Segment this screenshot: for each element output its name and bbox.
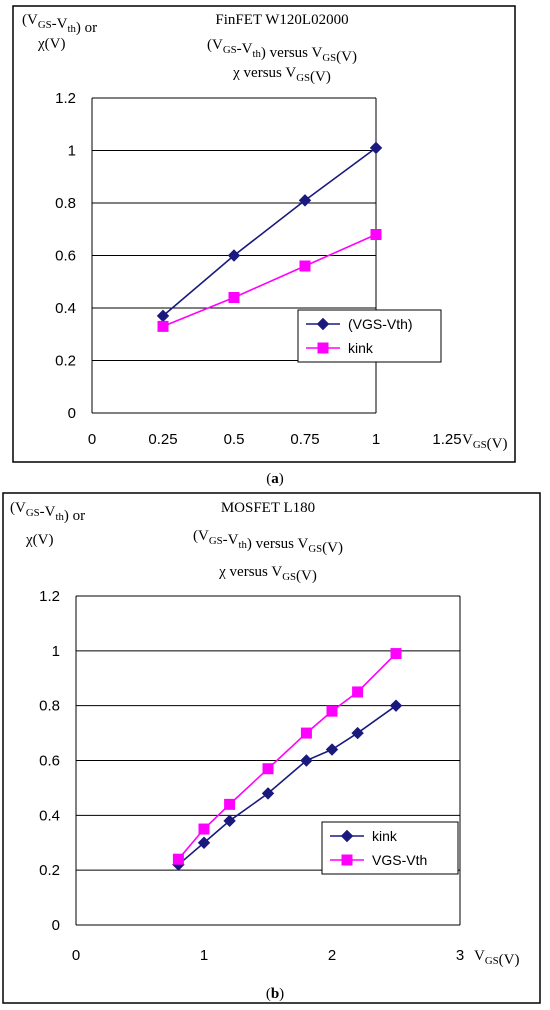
series-line [162,233,377,328]
y-tick-label: 0.4 [55,300,76,317]
chart-title: MOSFET L180 [221,500,315,516]
x-tick-label: 0 [72,947,80,964]
data-point [390,648,402,660]
data-point [228,292,240,303]
chart-subtitle-2: χ versus VGS(V) [218,564,317,584]
chart-subtitle-1: (VGS-Vth) versus VGS(V) [193,528,343,556]
y-axis-label-line2: χ(V) [37,36,65,52]
chart-subtitle-1: (VGS-Vth) versus VGS(V) [207,37,357,65]
legend-marker [317,342,329,354]
x-tick-label: 0.25 [148,431,177,448]
chart-title: FinFET W120L02000 [215,12,348,28]
y-tick-label: 0.6 [39,753,60,770]
legend-label: kink [372,828,398,844]
data-point [227,249,241,262]
series-line [162,147,377,317]
x-tick-label: 0.75 [290,431,319,448]
y-tick-label: 0.6 [55,248,76,265]
data-point [326,705,338,717]
data-point [389,699,403,712]
data-point [351,726,364,740]
y-tick-label: 0 [52,917,60,934]
y-axis-label-line1: (VGS-Vth) or [22,12,97,36]
y-tick-label: 0.2 [55,353,76,370]
y-tick-label: 0.2 [39,862,60,879]
x-tick-label: 2 [328,947,336,964]
data-point [198,823,210,835]
series-line [177,705,397,866]
data-point [261,787,275,800]
x-axis-label: VGS(V) [462,432,507,452]
legend-marker [340,829,354,843]
y-tick-label: 0.8 [55,195,76,212]
data-point [172,853,184,865]
y-tick-label: 0.8 [39,698,60,715]
data-point [370,229,382,240]
y-axis-label-line1: (VGS-Vth) or [10,500,85,524]
y-tick-label: 0.4 [39,807,60,824]
legend-label: kink [348,340,374,356]
data-point [298,194,312,207]
y-tick-label: 1.2 [55,90,76,107]
y-axis-label-line2: χ(V) [25,532,53,548]
chart-subtitle-2: χ versus VGS(V) [232,65,331,85]
panel-caption: (a) [266,471,284,487]
data-point [300,754,313,767]
x-tick-label: 3 [456,947,464,964]
y-tick-label: 0 [68,405,76,422]
data-point [369,141,383,155]
legend-label: (VGS-Vth) [348,316,413,332]
data-point [224,798,236,810]
data-point [325,743,339,756]
data-point [262,763,274,775]
x-axis-label: VGS(V) [474,948,519,968]
data-point [223,814,236,828]
y-tick-label: 1 [68,143,76,160]
legend-marker [341,854,353,866]
data-point [157,320,169,332]
data-point [300,727,312,739]
x-tick-label: 1.25 [432,431,461,448]
data-point [197,836,211,849]
legend-label: VGS-Vth [372,852,427,868]
x-tick-label: 1 [372,431,380,448]
x-tick-label: 0.5 [224,431,245,448]
x-tick-label: 0 [88,431,96,448]
data-point [299,260,311,272]
panel-caption: (b) [266,986,284,1002]
chart-frame [2,492,541,1004]
chart-frame [12,5,516,463]
y-tick-label: 1.2 [39,588,60,605]
x-tick-label: 1 [200,947,208,964]
y-tick-label: 1 [52,643,60,660]
data-point [352,686,364,698]
legend-marker [316,317,330,331]
